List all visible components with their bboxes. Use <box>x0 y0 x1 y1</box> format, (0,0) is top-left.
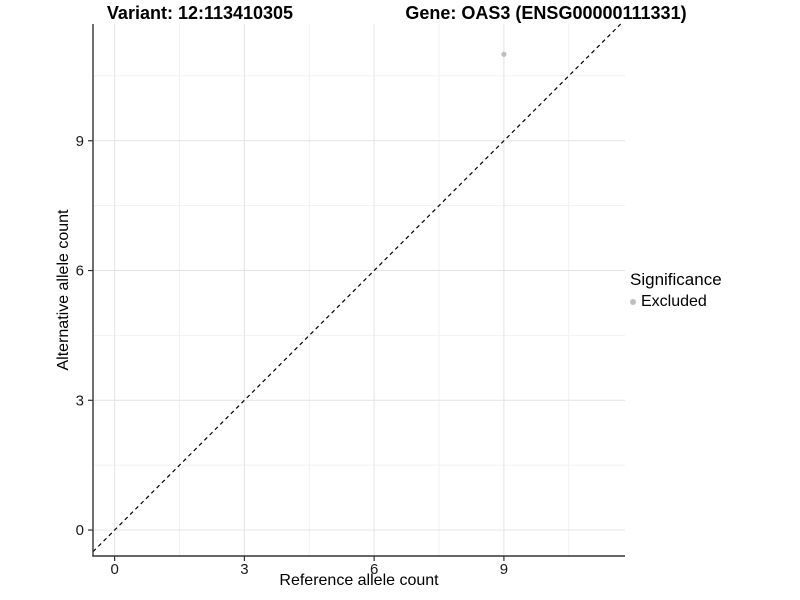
gridlines-minor <box>93 24 625 556</box>
x-tick-label: 9 <box>500 561 508 578</box>
plot-title-variant: Variant: 12:113410305 <box>106 3 294 23</box>
axis-lines <box>92 24 625 557</box>
legend-item-label: Excluded <box>641 293 707 310</box>
y-tick-labels: 0 3 6 9 <box>76 133 84 539</box>
x-tick-label: 0 <box>110 561 118 578</box>
x-tick-label: 3 <box>240 561 248 578</box>
data-points <box>501 51 507 57</box>
data-point <box>501 51 507 57</box>
y-tick-label: 6 <box>76 263 84 280</box>
identity-dashed-line <box>92 23 622 553</box>
plot-title-gene: Gene: OAS3 (ENSG00000111331) <box>405 3 687 23</box>
axis-tick-marks <box>88 140 505 561</box>
x-axis-label: Reference allele count <box>279 572 439 589</box>
excluded-point-icon <box>630 299 636 305</box>
x-tick-label: 6 <box>370 561 378 578</box>
y-tick-label: 0 <box>76 522 84 539</box>
x-tick-labels: 0 3 6 9 <box>110 561 508 578</box>
gridlines-major <box>93 24 625 556</box>
legend: Significance Excluded <box>630 270 722 311</box>
y-axis-label: Alternative allele count <box>55 209 72 371</box>
legend-item-excluded: Excluded <box>630 293 722 311</box>
legend-title: Significance <box>630 270 722 289</box>
y-tick-label: 9 <box>76 133 84 150</box>
y-tick-label: 3 <box>76 392 84 409</box>
